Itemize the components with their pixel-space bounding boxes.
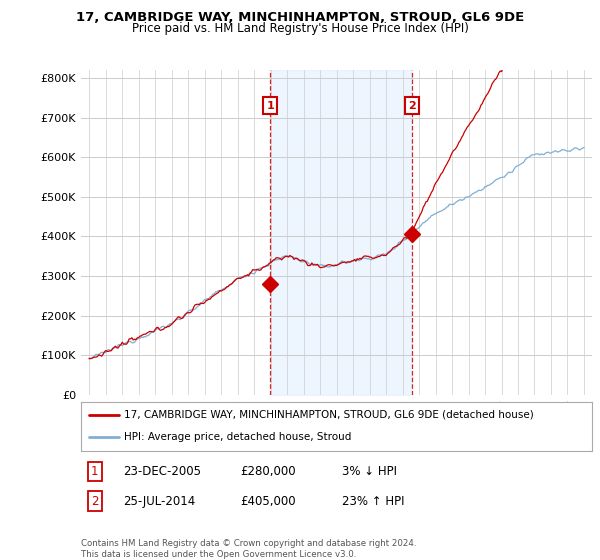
Text: 17, CAMBRIDGE WAY, MINCHINHAMPTON, STROUD, GL6 9DE: 17, CAMBRIDGE WAY, MINCHINHAMPTON, STROU… bbox=[76, 11, 524, 24]
Text: 23-DEC-2005: 23-DEC-2005 bbox=[123, 465, 201, 478]
Text: 2: 2 bbox=[91, 494, 98, 508]
Text: 1: 1 bbox=[266, 101, 274, 111]
Text: 17, CAMBRIDGE WAY, MINCHINHAMPTON, STROUD, GL6 9DE (detached house): 17, CAMBRIDGE WAY, MINCHINHAMPTON, STROU… bbox=[124, 410, 534, 420]
Text: 23% ↑ HPI: 23% ↑ HPI bbox=[342, 494, 404, 508]
Text: £280,000: £280,000 bbox=[240, 465, 296, 478]
Text: 3% ↓ HPI: 3% ↓ HPI bbox=[342, 465, 397, 478]
Text: Price paid vs. HM Land Registry's House Price Index (HPI): Price paid vs. HM Land Registry's House … bbox=[131, 22, 469, 35]
Text: HPI: Average price, detached house, Stroud: HPI: Average price, detached house, Stro… bbox=[124, 432, 352, 442]
Text: Contains HM Land Registry data © Crown copyright and database right 2024.
This d: Contains HM Land Registry data © Crown c… bbox=[81, 539, 416, 559]
Text: 2: 2 bbox=[408, 101, 416, 111]
Text: 25-JUL-2014: 25-JUL-2014 bbox=[123, 494, 195, 508]
Text: 1: 1 bbox=[91, 465, 98, 478]
Text: £405,000: £405,000 bbox=[240, 494, 296, 508]
